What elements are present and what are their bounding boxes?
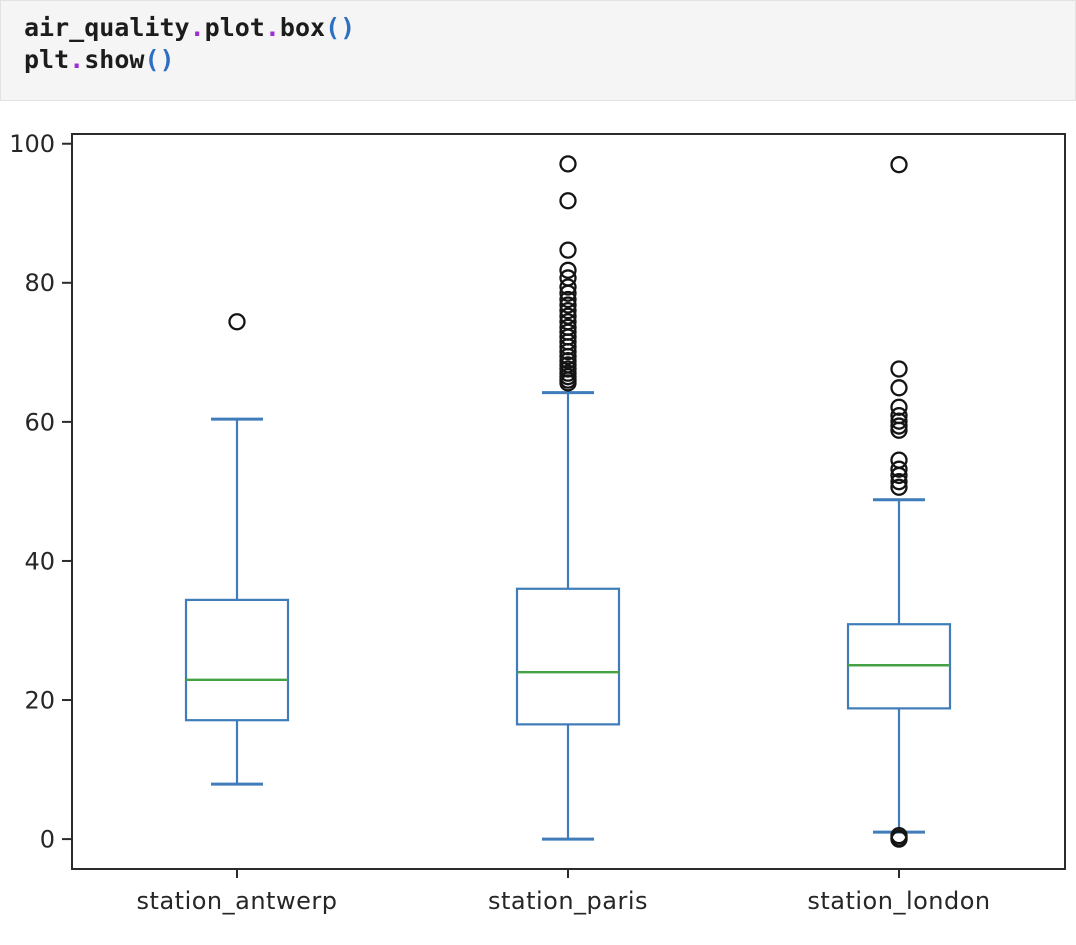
outlier-point: [559, 296, 577, 314]
code-token-name: show: [84, 45, 145, 74]
y-tick-label: 20: [24, 686, 55, 714]
y-tick-label: 60: [24, 408, 55, 436]
x-tick-label-station_antwerp: station_antwerp: [137, 887, 338, 915]
iqr-box: [184, 598, 290, 722]
code-token-name: box: [279, 13, 326, 42]
code-token-operator: .: [69, 45, 85, 74]
outlier-point: [559, 342, 577, 361]
outlier-point: [890, 473, 908, 491]
outlier-point: [559, 284, 577, 302]
code-token-name: air_quality: [24, 13, 190, 42]
iqr-box: [515, 587, 621, 726]
outlier-point: [890, 830, 908, 848]
boxplot-station_london: [846, 155, 952, 848]
outlier-point: [890, 478, 908, 496]
outlier-point: [890, 466, 908, 485]
outlier-point: [890, 360, 908, 378]
y-tick-label: 40: [24, 547, 55, 575]
code-token-name: plot: [204, 13, 265, 42]
boxplot-station_antwerp: [184, 313, 290, 786]
outlier-point: [559, 155, 577, 173]
outlier-point: [228, 313, 246, 331]
outlier-point: [559, 241, 577, 259]
code-line-1: air_quality.plot.box(): [24, 12, 1051, 44]
y-tick-label: 0: [40, 825, 55, 853]
code-token-operator: .: [189, 13, 205, 42]
axes-frame: [71, 133, 1066, 870]
code-token-bracket: (): [325, 13, 356, 42]
boxplot-svg: 0 20 40 60 80 100 station_antwerp station_paris…: [9, 130, 1066, 915]
boxplot-figure: 0 20 40 60 80 100 station_antwerp station_paris…: [0, 101, 1076, 941]
outlier-point: [559, 290, 577, 309]
outlier-point: [559, 301, 577, 320]
code-line-2: plt.show(): [24, 44, 1051, 76]
y-tick-label: 100: [9, 130, 55, 158]
boxplot-station_paris: [515, 155, 621, 841]
outlier-point: [890, 155, 908, 174]
outlier-point: [890, 412, 908, 430]
outlier-point: [559, 374, 577, 392]
code-token-name: plt: [24, 45, 70, 74]
x-tick-label-station_paris: station_paris: [488, 887, 648, 915]
outlier-point: [559, 192, 577, 210]
outlier-point: [890, 421, 908, 439]
outlier-point: [890, 460, 908, 478]
code-token-operator: .: [264, 13, 280, 42]
outlier-point: [559, 278, 577, 296]
code-cell: air_quality.plot.box() plt.show(): [0, 0, 1076, 101]
outlier-point: [890, 379, 908, 397]
x-tick-label-station_london: station_london: [807, 887, 990, 915]
outlier-point: [559, 261, 577, 279]
y-tick-label: 80: [24, 269, 55, 297]
code-token-bracket: (): [144, 45, 175, 74]
